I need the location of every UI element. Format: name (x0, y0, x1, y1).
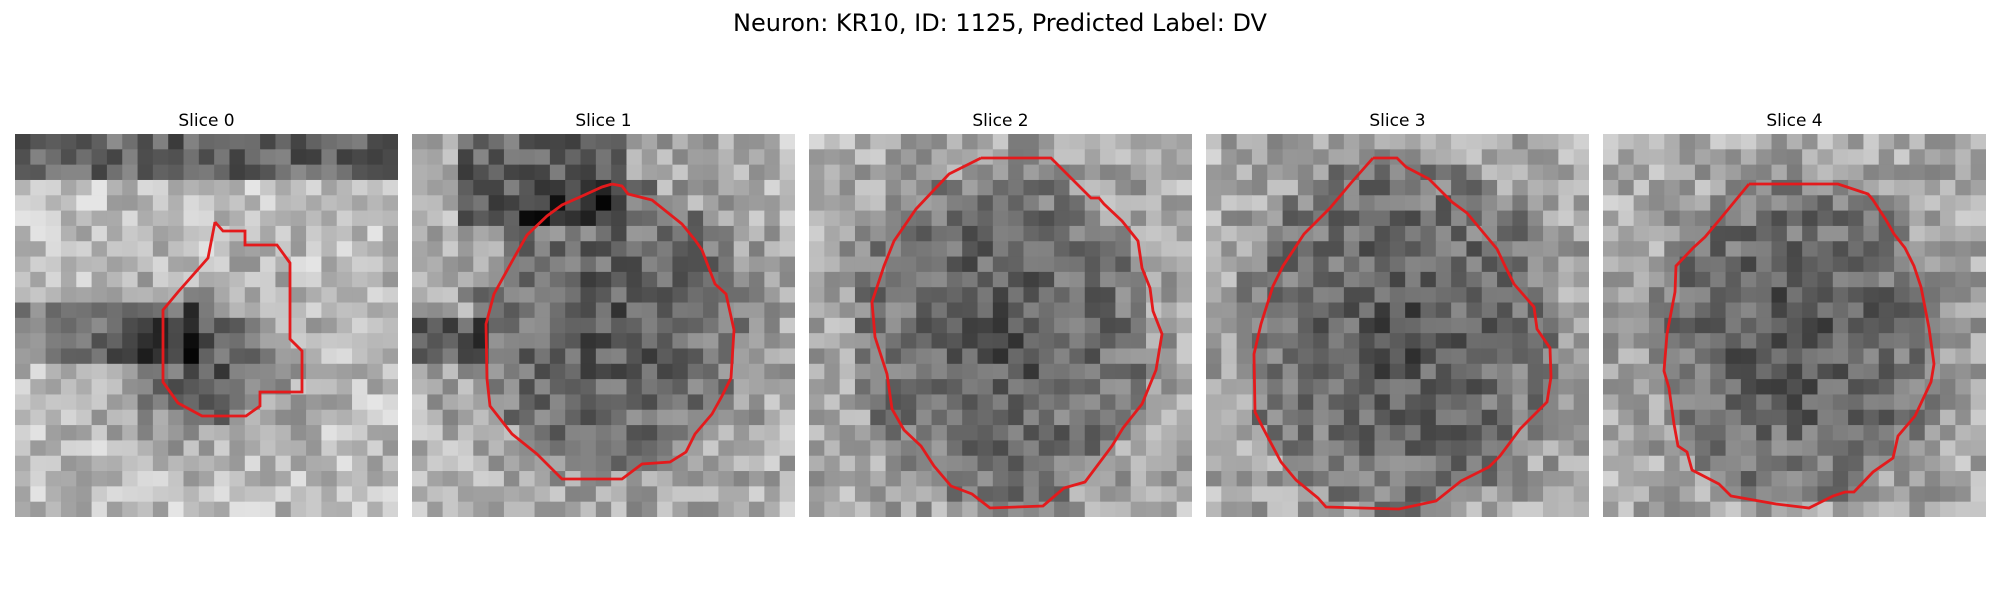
slice-panel-4: Slice 4 (1603, 110, 1986, 517)
contour-outline (1252, 156, 1553, 511)
slice-image-0 (15, 134, 398, 517)
figure-title: Neuron: KR10, ID: 1125, Predicted Label:… (733, 9, 1267, 37)
pixel-grid (15, 134, 398, 517)
slice-panel-1: Slice 1 (412, 110, 795, 517)
contour-outline (870, 156, 1164, 510)
pixel-grid (1206, 134, 1589, 517)
slice-panel-0: Slice 0 (15, 110, 398, 517)
slice-panel-2: Slice 2 (809, 110, 1192, 517)
slice-title-1: Slice 1 (575, 111, 632, 131)
contour-outline (484, 182, 736, 481)
slice-image-3 (1206, 134, 1589, 517)
pixel-grid (1603, 134, 1986, 517)
pixel-grid (412, 134, 795, 517)
contour-outline (161, 221, 304, 418)
slice-image-4 (1603, 134, 1986, 517)
slice-title-4: Slice 4 (1766, 111, 1823, 131)
slice-image-1 (412, 134, 795, 517)
slice-title-3: Slice 3 (1369, 111, 1426, 131)
slice-title-0: Slice 0 (178, 111, 235, 131)
pixel-grid (809, 134, 1192, 517)
slice-title-2: Slice 2 (972, 111, 1029, 131)
contour-outline (1662, 182, 1936, 510)
slice-panel-3: Slice 3 (1206, 110, 1589, 517)
slice-image-2 (809, 134, 1192, 517)
